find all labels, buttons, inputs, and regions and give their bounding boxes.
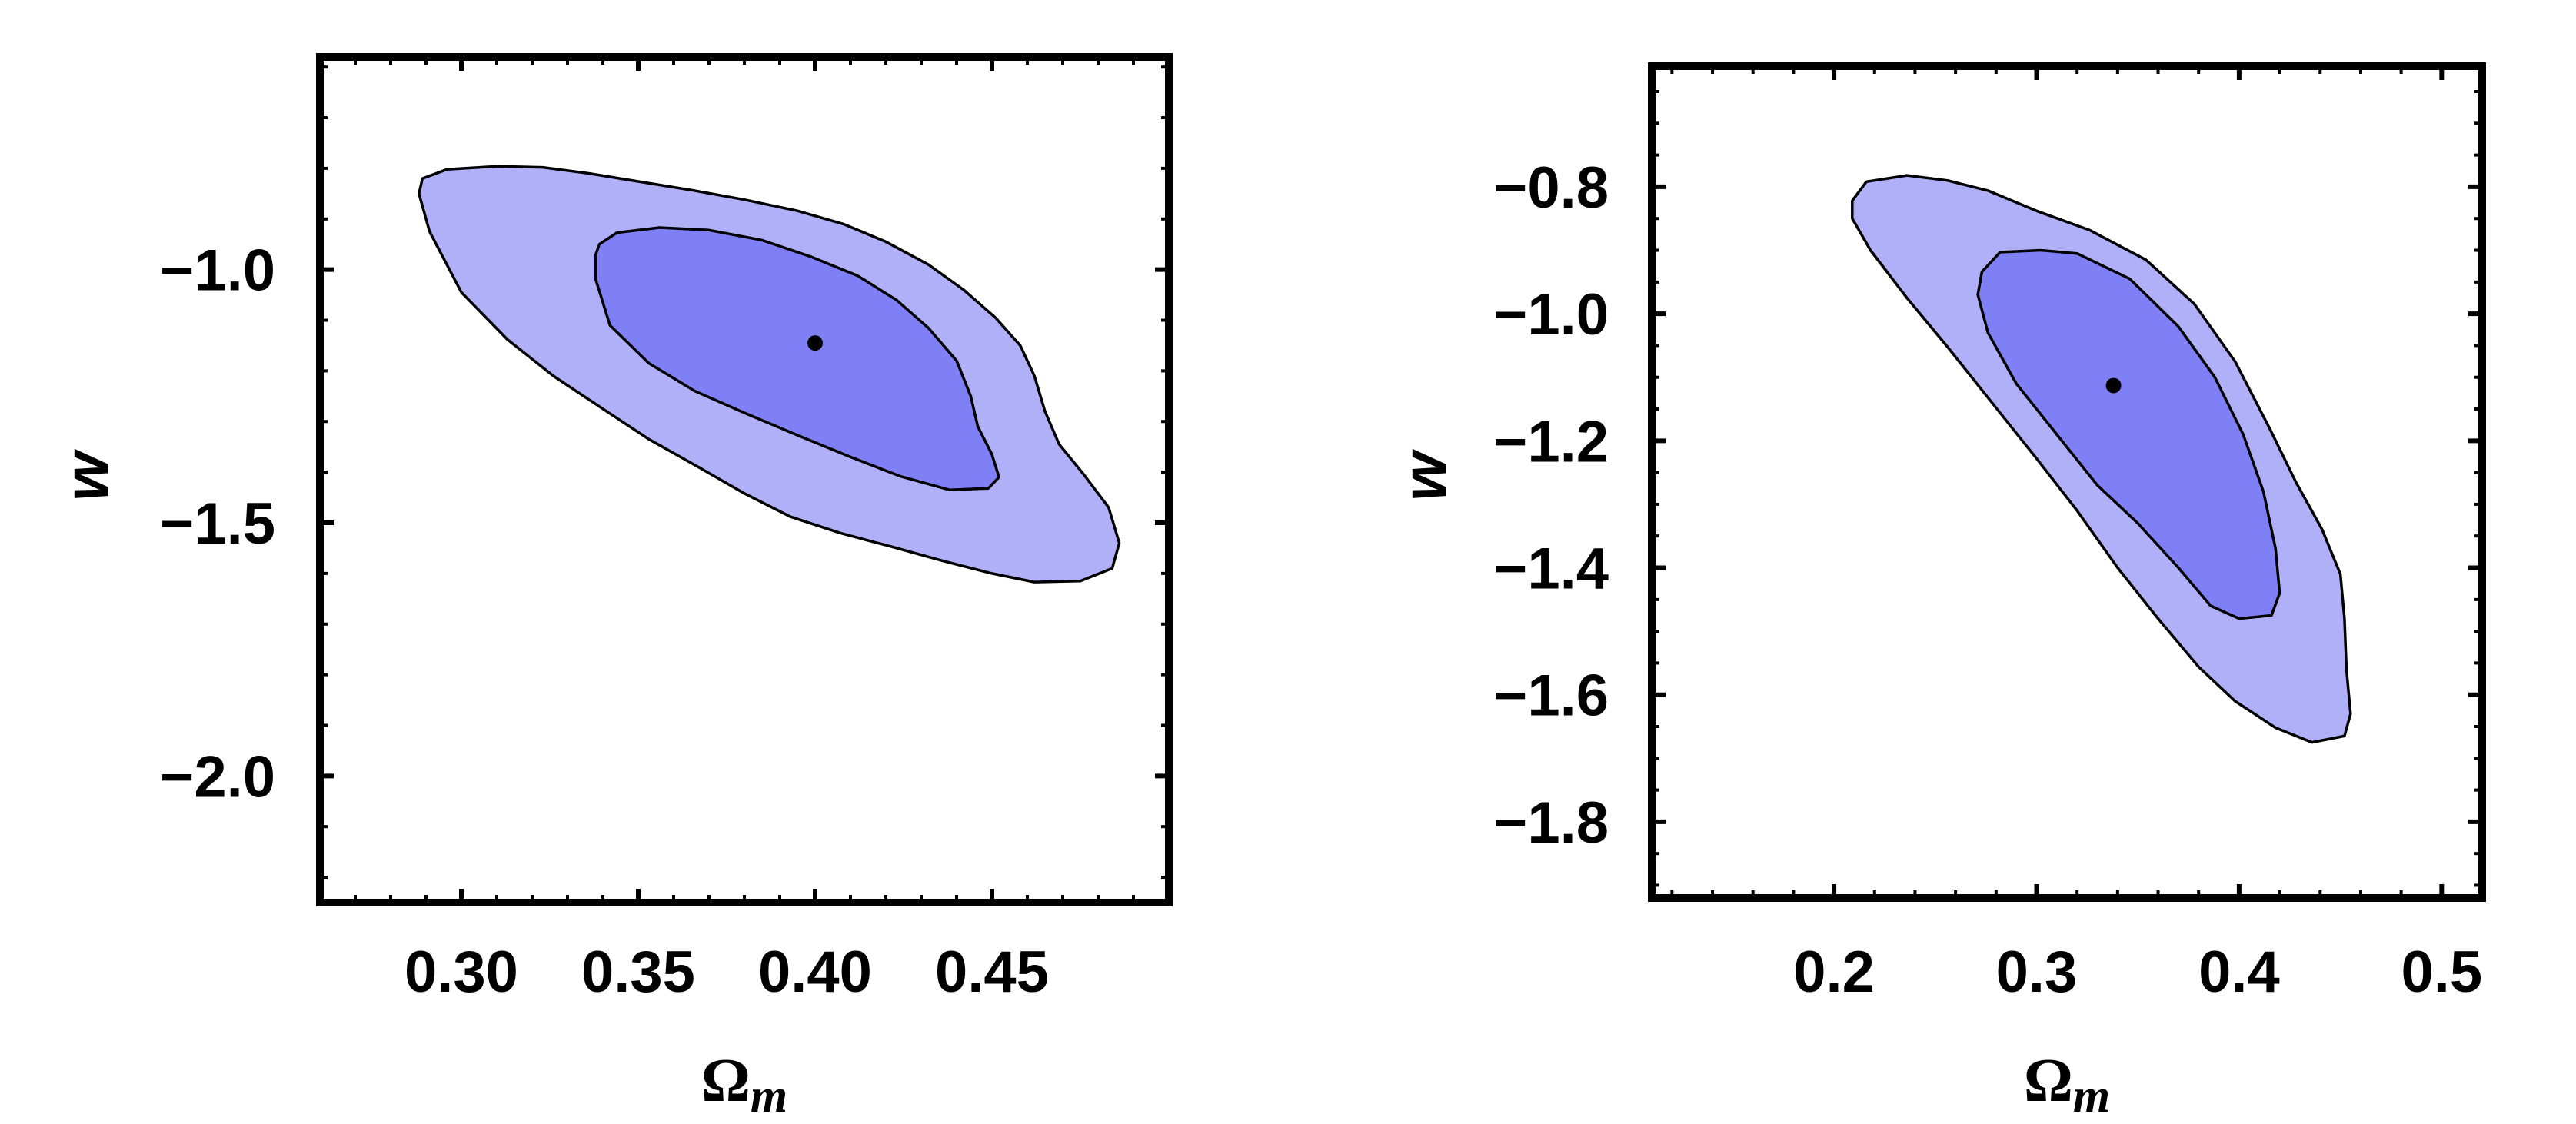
- y-tick-label: −1.5: [160, 491, 275, 557]
- x-tick-label: 0.3: [1996, 939, 2078, 1005]
- x-axis-label-main: Ω: [2024, 1047, 2073, 1115]
- x-tick-label: 0.4: [2198, 939, 2280, 1005]
- x-tick-label: 0.30: [404, 939, 518, 1005]
- x-tick-label: 0.40: [758, 939, 872, 1005]
- contour-layer: [418, 165, 1121, 584]
- plot-frame: [1648, 62, 2486, 902]
- x-axis-label: Ωm: [2024, 1047, 2110, 1122]
- contour-1sigma: [1976, 248, 2281, 620]
- y-tick-label: −1.2: [1493, 409, 1609, 474]
- y-tick-label: −1.4: [1493, 537, 1609, 602]
- y-tick-labels: −1.0 −1.5 −2.0: [160, 238, 275, 810]
- y-axis-label: w: [1390, 448, 1459, 501]
- x-tick-label: 0.2: [1793, 939, 1875, 1005]
- x-tick-labels: 0.30 0.35 0.40 0.45: [404, 939, 1049, 1005]
- x-tick-label: 0.5: [2401, 939, 2482, 1005]
- x-tick-label: 0.45: [935, 939, 1049, 1005]
- chart-panel-right: 0.2 0.3 0.4 0.5 −0.8 −1.0 −1.2 −1.4 −1.6 −1.8 Ωm…: [1390, 62, 2486, 1122]
- x-tick-labels: 0.2 0.3 0.4 0.5: [1793, 939, 2482, 1005]
- y-tick-label: −2.0: [160, 744, 275, 810]
- x-axis-label: Ωm: [701, 1047, 787, 1122]
- plot-frame: [316, 53, 1173, 906]
- x-axis-label-main: Ω: [701, 1047, 751, 1115]
- chart-panel-left: 0.30 0.35 0.40 0.45 −1.0 −1.5 −2.0 Ωm w: [52, 53, 1173, 1122]
- x-axis-label-sub: m: [2073, 1070, 2110, 1122]
- contour-layer: [1851, 174, 2352, 744]
- best-fit-point: [807, 335, 823, 351]
- y-tick-label: −1.0: [1493, 282, 1609, 348]
- y-axis-label: w: [52, 448, 121, 501]
- y-tick-label: −0.8: [1493, 155, 1609, 221]
- contour-1sigma: [594, 226, 1000, 491]
- y-tick-label: −1.6: [1493, 663, 1609, 729]
- x-tick-label: 0.35: [581, 939, 695, 1005]
- y-tick-label: −1.0: [160, 238, 275, 304]
- y-tick-label: −1.8: [1493, 790, 1609, 856]
- best-fit-point: [2105, 377, 2122, 394]
- x-axis-label-sub: m: [751, 1070, 787, 1122]
- y-tick-labels: −0.8 −1.0 −1.2 −1.4 −1.6 −1.8: [1493, 155, 1609, 856]
